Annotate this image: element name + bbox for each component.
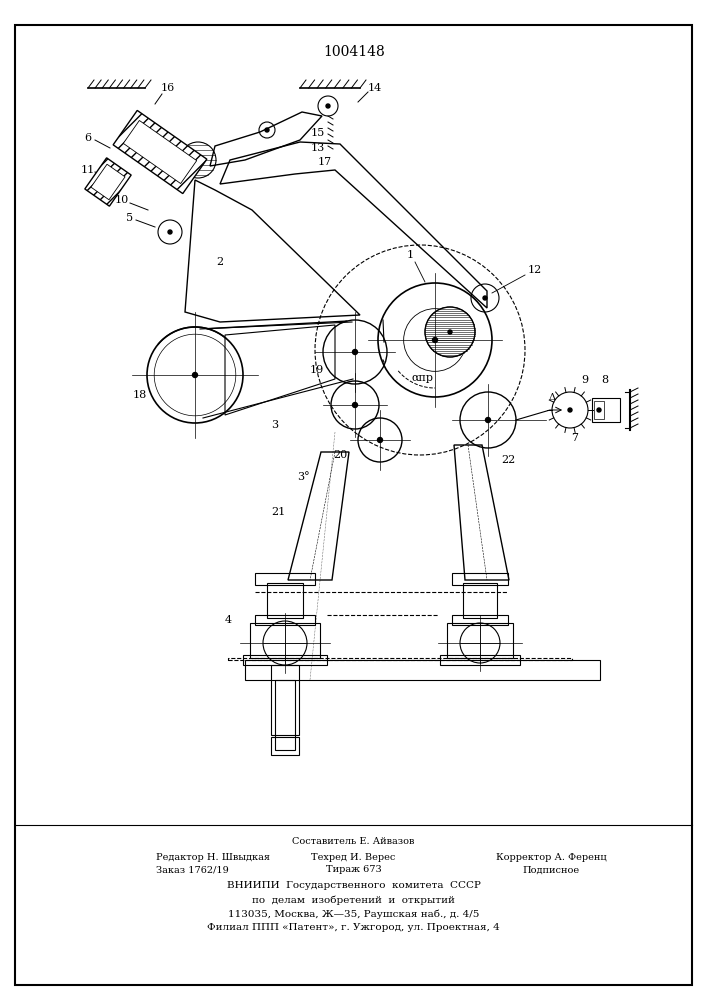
- Text: ВНИИПИ  Государственного  комитета  СССР: ВНИИПИ Государственного комитета СССР: [226, 882, 481, 890]
- Text: 11: 11: [81, 165, 95, 175]
- Bar: [255, 615, 315, 625]
- Circle shape: [486, 418, 491, 422]
- Circle shape: [425, 307, 475, 357]
- Text: 8: 8: [602, 375, 609, 385]
- Text: 20: 20: [333, 450, 347, 460]
- Text: 1: 1: [407, 250, 414, 260]
- Text: Редактор Н. Швыдкая: Редактор Н. Швыдкая: [156, 852, 269, 861]
- Polygon shape: [123, 120, 197, 184]
- Text: Подписное: Подписное: [523, 865, 580, 874]
- Text: 16: 16: [161, 83, 175, 93]
- Text: 17: 17: [318, 157, 332, 167]
- Text: 12: 12: [528, 265, 542, 275]
- Bar: [463, 583, 497, 618]
- Bar: [452, 573, 508, 585]
- Text: αпр: αпр: [412, 373, 434, 383]
- Text: 13: 13: [311, 143, 325, 153]
- Bar: [271, 737, 299, 755]
- Text: Филиал ППП «Патент», г. Ужгород, ул. Проектная, 4: Филиал ППП «Патент», г. Ужгород, ул. Про…: [207, 924, 500, 932]
- Text: 18: 18: [133, 390, 147, 400]
- Text: Δ: Δ: [549, 393, 556, 402]
- Text: 15: 15: [311, 128, 325, 138]
- Circle shape: [378, 438, 382, 442]
- Text: Заказ 1762/19: Заказ 1762/19: [156, 865, 228, 874]
- Text: 1004148: 1004148: [323, 45, 385, 59]
- Circle shape: [168, 230, 172, 234]
- Text: 7: 7: [571, 433, 578, 443]
- Polygon shape: [113, 110, 207, 194]
- Text: Тираж 673: Тираж 673: [326, 865, 381, 874]
- Circle shape: [448, 330, 452, 334]
- Bar: [255, 573, 315, 585]
- Text: Составитель Е. Айвазов: Составитель Е. Айвазов: [292, 838, 415, 846]
- Circle shape: [353, 402, 358, 408]
- Bar: [440, 655, 520, 665]
- Bar: [267, 583, 303, 618]
- Bar: [275, 680, 295, 750]
- Bar: [447, 623, 513, 658]
- Text: 4: 4: [224, 615, 232, 625]
- Text: 21: 21: [271, 507, 285, 517]
- Bar: [594, 401, 604, 419]
- Circle shape: [265, 128, 269, 132]
- Circle shape: [568, 408, 572, 412]
- Text: Техред И. Верес: Техред И. Верес: [311, 852, 396, 861]
- Text: 3: 3: [271, 420, 279, 430]
- Text: 6: 6: [84, 133, 92, 143]
- Polygon shape: [85, 158, 132, 206]
- Circle shape: [353, 350, 358, 355]
- Text: 14: 14: [368, 83, 382, 93]
- Bar: [250, 623, 320, 658]
- Circle shape: [192, 372, 197, 377]
- Bar: [245, 660, 600, 680]
- Text: 9: 9: [581, 375, 588, 385]
- Text: 19: 19: [310, 365, 324, 375]
- Bar: [592, 398, 620, 422]
- Polygon shape: [91, 164, 125, 200]
- Text: по  делам  изобретений  и  открытий: по делам изобретений и открытий: [252, 895, 455, 905]
- Text: 22: 22: [501, 455, 515, 465]
- Text: Корректор А. Ференц: Корректор А. Ференц: [496, 852, 607, 861]
- Bar: [271, 665, 299, 735]
- Circle shape: [597, 408, 601, 412]
- Text: 2: 2: [216, 257, 223, 267]
- Text: 3°: 3°: [297, 472, 310, 482]
- Bar: [243, 655, 327, 665]
- Text: 113035, Москва, Ж—35, Раушская наб., д. 4/5: 113035, Москва, Ж—35, Раушская наб., д. …: [228, 909, 479, 919]
- Text: 5: 5: [127, 213, 134, 223]
- Circle shape: [483, 296, 487, 300]
- Bar: [452, 615, 508, 625]
- Text: 10: 10: [115, 195, 129, 205]
- Circle shape: [433, 338, 438, 342]
- Circle shape: [326, 104, 330, 108]
